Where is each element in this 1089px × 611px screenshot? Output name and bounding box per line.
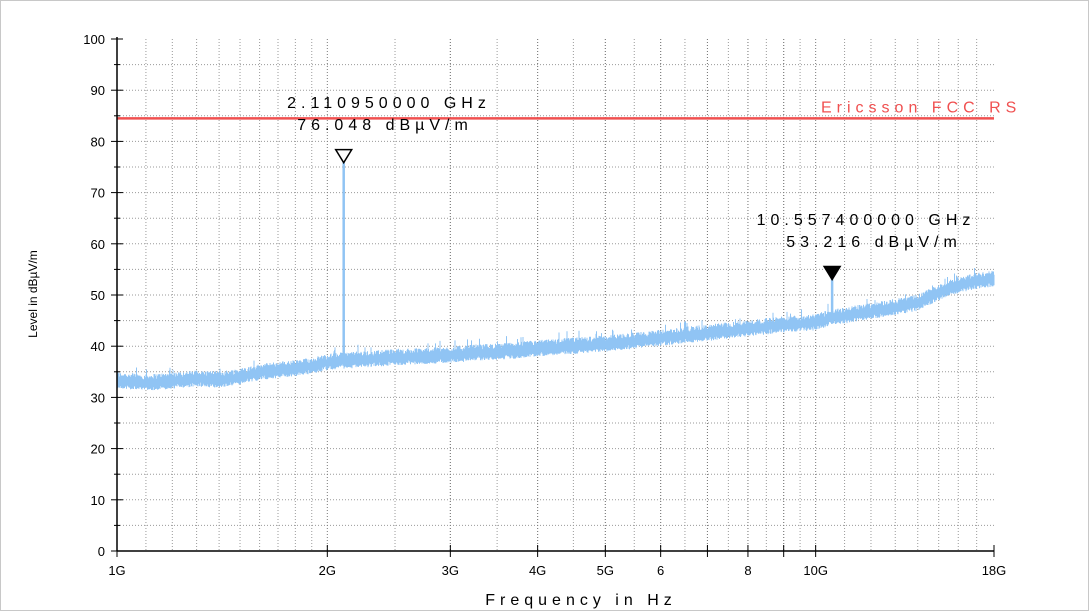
x-tick-label: 18G (982, 563, 1007, 578)
x-tick-label: 5G (597, 563, 614, 578)
open-triangle-icon (334, 148, 354, 165)
x-tick-label: 4G (529, 563, 546, 578)
y-tick-label: 40 (91, 339, 105, 354)
y-tick-label: 70 (91, 186, 105, 201)
y-tick-label: 50 (91, 288, 105, 303)
y-tick-label: 100 (83, 32, 105, 47)
marker-level-label: 53.216 dBµV/m (786, 234, 962, 251)
y-tick-label: 20 (91, 442, 105, 457)
y-tick-label: 60 (91, 237, 105, 252)
limit-line-group: Ericsson FCC RS (117, 99, 1021, 120)
x-axis-label: Frequency in Hz (485, 592, 677, 609)
marker-frequency-label: 2.110950000 GHz (287, 95, 491, 112)
marker-frequency-label: 10.557400000 GHz (757, 212, 976, 229)
y-tick-label: 10 (91, 493, 105, 508)
y-tick-label: 90 (91, 83, 105, 98)
y-axis-label: Level in dBµV/m (26, 250, 40, 338)
filled-triangle-icon (822, 265, 842, 281)
x-tick-label: 3G (442, 563, 459, 578)
y-tick-label: 0 (98, 544, 105, 559)
grid (117, 39, 994, 551)
x-tick-label: 1G (108, 563, 125, 578)
x-tick-label: 6 (657, 563, 664, 578)
y-tick-label: 30 (91, 390, 105, 405)
markers-group: 2.110950000 GHz 76.048 dBµV/m 10.557400000… (287, 95, 976, 361)
axes: 0 10 20 30 40 50 60 70 80 90 100 1G 2G 3G 4G 5G 6 8 10G 18G (83, 32, 1006, 578)
x-tick-label: 2G (319, 563, 336, 578)
limit-line-label: Ericsson FCC RS (821, 99, 1021, 116)
x-tick-label: 10G (803, 563, 828, 578)
x-tick-label: 8 (744, 563, 751, 578)
marker-level-label: 76.048 dBµV/m (297, 117, 473, 134)
y-tick-label: 80 (91, 134, 105, 149)
